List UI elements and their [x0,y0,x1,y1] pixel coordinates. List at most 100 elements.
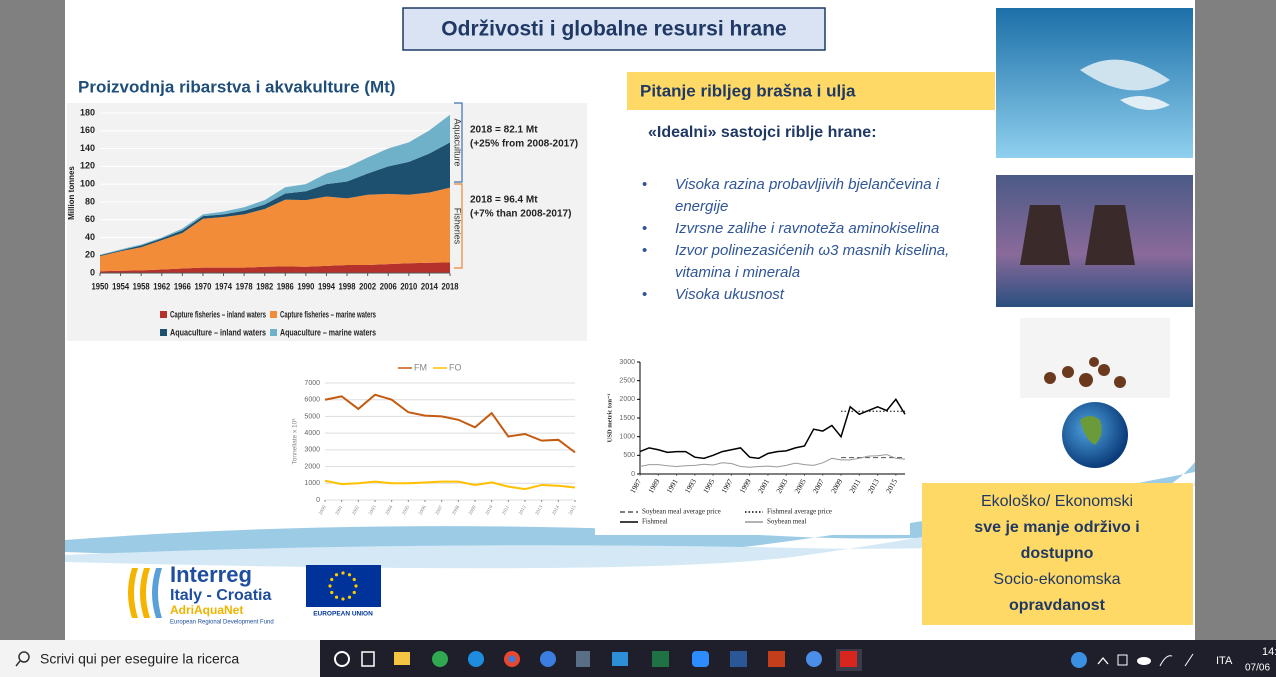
word-icon[interactable] [730,651,747,667]
y-tick-label: 1500 [619,415,635,422]
bracket [454,183,463,269]
x-tick-label: 1962 [153,281,170,291]
y-tick-label: 100 [80,178,95,188]
y-axis-label: USD metric ton⁻¹ [606,394,613,443]
y-axis-label: Tonnellate x 10³ [292,418,299,465]
eu-stars [328,571,358,601]
bullet: Visoka razina probavljivih bjelančevina … [640,174,990,218]
y-tick-label: 80 [85,196,95,206]
x-tick-label: 1986 [277,281,294,291]
annotation: (+7% than 2008-2017) [470,209,571,220]
x-tick-label: 2006 [418,505,428,517]
fish-shape [1120,96,1170,110]
y-tick-label: 120 [80,161,95,171]
search-icon [15,660,21,667]
search-box[interactable] [0,640,320,677]
x-tick-label: 1974 [215,281,232,291]
eu-star [347,573,352,577]
right-heading-box [627,72,995,110]
zoom-icon[interactable] [692,651,709,667]
clock-time[interactable]: 14: [1262,646,1276,658]
line [324,393,576,454]
x-tick-label: 1954 [112,281,129,291]
tray-icon[interactable] [1117,654,1128,666]
y-tick-label: 2000 [304,463,320,470]
left-heading: Proizvodnja ribarstva i akvakulture (Mt) [78,77,395,96]
y-tick-label: 2000 [619,396,635,403]
calculator-icon[interactable] [576,651,590,667]
bullet: Izvrsne zalihe i ravnoteža aminokiselina [640,218,990,240]
y-tick-label: 60 [85,214,95,224]
annotation: 2018 = 82.1 Mt [470,125,538,136]
x-tick-label: 2015 [568,505,578,517]
pen-icon[interactable] [1184,653,1194,667]
tray-chevron[interactable] [1097,656,1109,665]
x-tick-label: 1998 [339,281,356,291]
interreg-logo [128,568,162,618]
onedrive-icon[interactable] [1137,657,1151,665]
legend-label: Aquaculture – inland waters [170,327,266,337]
slide-title: Održivosti i globalne resursi hrane [441,18,786,41]
y-tick-label: 0 [316,497,320,504]
x-tick-label: 1950 [92,281,109,291]
eu-star [341,597,345,601]
line [639,454,906,468]
x-tick-label: 2008 [452,505,462,517]
x-tick-label: 2014 [552,505,562,517]
eu-star [328,584,332,588]
tray-icon[interactable] [1071,652,1087,668]
app-icon[interactable] [806,651,822,667]
search-placeholder: Scrivi qui per eseguire la ricerca [40,651,239,667]
y-tick-label: 1000 [304,480,320,487]
logo-text: EUROPEAN UNION [313,611,373,618]
photos-icon[interactable] [612,652,628,666]
eu-star [330,577,334,582]
app-icon[interactable] [540,651,556,667]
y-tick-label: 0 [631,471,635,478]
x-tick-label: 1958 [133,281,150,291]
edge-icon[interactable] [468,651,484,667]
area [100,187,450,272]
x-tick-label: 1982 [256,281,273,291]
language[interactable]: ITA [1216,655,1233,667]
legend-label: FM [414,362,427,372]
bracket [454,102,463,183]
wifi-icon[interactable] [1159,655,1173,667]
title-box [402,7,826,51]
y-tick-label: 0 [90,267,95,277]
x-tick-label: 2002 [352,505,362,517]
clock-date[interactable]: 07/06 [1245,663,1270,674]
x-tick-label: 1978 [236,281,253,291]
acrobat-icon[interactable] [840,651,857,667]
x-tick-label: 2002 [359,281,376,291]
eu-star [330,590,334,595]
y-tick-label: 6000 [304,397,320,404]
legend-label: FO [449,362,462,372]
eu-star [334,595,339,599]
x-tick-label: 2000 [318,505,328,517]
subheading: «Idealni» sastojci riblje hrane: [648,124,877,141]
fish-shape [1080,59,1170,91]
x-tick-label: 1966 [174,281,191,291]
legend-swatch [160,311,167,318]
conclusion-line: opravdanost [1009,597,1106,614]
logo-text: European Regional Development Fund [170,620,274,626]
bullet: Visoka ukusnost [640,284,990,306]
eu-star [352,577,356,582]
app-icon[interactable] [432,651,448,667]
x-tick-label: 2018 [442,281,459,291]
legend-swatch [270,311,277,318]
excel-icon[interactable] [652,651,669,667]
explorer-icon[interactable] [394,652,410,665]
y-tick-label: 500 [623,452,635,459]
logo-text: AdriAquaNet [170,603,243,617]
cortana-icon[interactable] [334,651,350,667]
line [639,398,906,460]
y-tick-label: 140 [80,143,95,153]
task-view-icon[interactable] [361,651,375,667]
area [100,142,450,257]
search-icon [18,651,30,663]
powerpoint-icon[interactable] [768,651,785,667]
